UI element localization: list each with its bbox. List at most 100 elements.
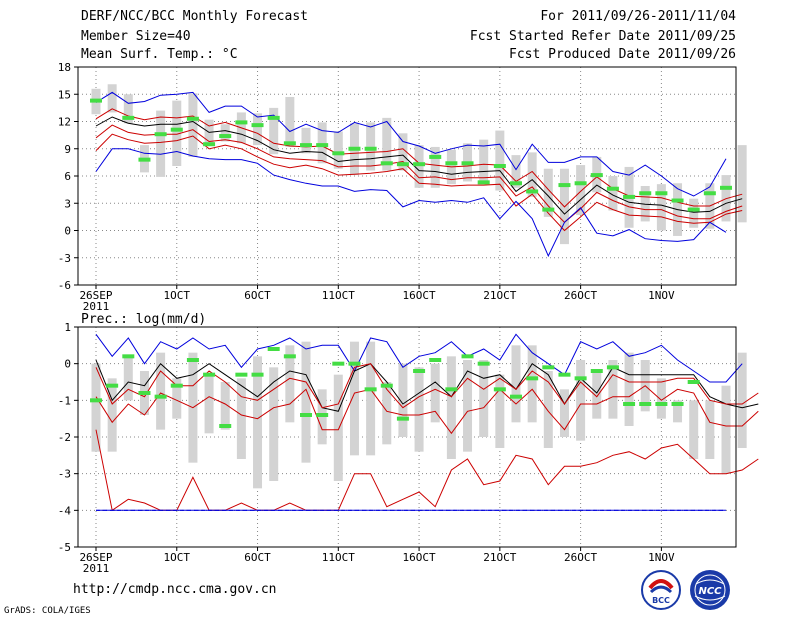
prec-line-lower-inner (95, 385, 759, 435)
prec-spread-box (576, 360, 586, 441)
prec-obs-marker (332, 361, 345, 366)
prec-obs-marker (510, 394, 522, 399)
temp-spread-box (398, 133, 408, 171)
footer-url[interactable]: http://cmdp.ncc.cma.gov.cn (73, 582, 277, 597)
temp-obs-marker (445, 161, 458, 166)
prec-spread-box (156, 352, 166, 430)
prec-spread-box (463, 360, 473, 452)
prec-spread-box (527, 345, 537, 423)
prec-obs-marker (122, 354, 135, 359)
temp-obs-marker (671, 198, 684, 203)
temp-spread-box (253, 113, 263, 146)
temp-xtick-label: 6OCT (244, 289, 271, 302)
temp-obs-marker (348, 146, 361, 151)
prec-obs-marker (558, 372, 571, 377)
prec-spread-box (446, 356, 456, 459)
prec-ytick-label: 0 (64, 358, 71, 371)
temp-spread-box (220, 124, 230, 142)
temp-ytick-label: 6 (64, 170, 71, 183)
prec-spread-box (236, 378, 246, 459)
prec-ytick-label: 1 (64, 321, 71, 334)
temp-obs-marker (235, 120, 248, 125)
ncc-logo-text: NCC (698, 586, 722, 597)
temp-spread-box (608, 176, 618, 211)
temp-obs-marker (396, 162, 409, 167)
temp-spread-box (495, 130, 505, 191)
temp-xtick-label: 11OCT (322, 289, 355, 302)
prec-spread-box (608, 360, 618, 419)
temp-obs-marker (558, 183, 571, 188)
prec-spread-box (656, 378, 666, 419)
prec-obs-marker (542, 365, 555, 370)
temp-obs-marker (380, 161, 393, 166)
prec-ytick-label: -3 (58, 468, 71, 481)
prec-spread-box (592, 371, 602, 419)
prec-obs-marker (364, 387, 377, 392)
prec-spread-box (204, 374, 214, 434)
prec-spread-box (511, 345, 521, 423)
prec-spread-box (721, 385, 731, 474)
temp-xtick-label: 1OCT (164, 289, 191, 302)
prec-obs-marker (170, 383, 183, 388)
temp-xtick-sublabel: 2011 (83, 300, 110, 313)
temp-spread-box (689, 198, 699, 228)
prec-ytick-label: -2 (58, 431, 71, 444)
temp-spread-box (333, 131, 343, 169)
logos: BCC NCC (641, 570, 730, 610)
temp-ytick-label: 15 (58, 88, 71, 101)
header-left-title: DERF/NCC/BCC Monthly Forecast (81, 9, 308, 24)
prec-obs-marker (106, 383, 119, 388)
prec-obs-marker (316, 413, 329, 417)
prec-spread-box (705, 400, 715, 459)
prec-obs-marker (655, 402, 668, 406)
temp-spread-box (737, 145, 747, 223)
temp-xtick-label: 26SEP (79, 289, 112, 302)
header-right-start-date: Fcst Started Refer Date 2011/09/25 (469, 29, 736, 44)
temp-obs-marker (283, 141, 296, 146)
prec-spread-box (479, 360, 489, 437)
prec-xtick-label: 1NOV (648, 551, 675, 564)
temp-obs-marker (623, 194, 636, 199)
prec-spread-box (301, 341, 311, 463)
temp-xtick-label: 26OCT (564, 289, 597, 302)
temp-xtick-label: 16OCT (403, 289, 436, 302)
temp-obs-marker (122, 115, 135, 120)
header-right-produced-date: Fcst Produced Date 2011/09/26 (509, 47, 736, 62)
temp-ytick-label: 3 (64, 197, 71, 210)
prec-obs-marker (283, 354, 296, 359)
prec-obs-marker (251, 372, 264, 377)
temp-xtick-label: 21OCT (483, 289, 516, 302)
temp-obs-marker (170, 127, 183, 132)
temp-obs-marker (687, 207, 700, 212)
temp-spread-box (123, 94, 133, 124)
temp-line-mean (95, 116, 743, 215)
prec-obs-marker (671, 402, 684, 406)
temp-obs-marker (364, 146, 377, 151)
temp-obs-marker (655, 191, 668, 196)
prec-spread-box (543, 371, 553, 448)
prec-obs-marker (429, 358, 442, 362)
temp-ytick-label: 12 (58, 116, 71, 129)
temp-obs-marker (606, 186, 619, 191)
temp-spread-box (382, 117, 392, 171)
prec-obs-marker (90, 398, 102, 403)
temp-ytick-label: -3 (58, 252, 71, 265)
temp-spread-box (414, 145, 424, 188)
prec-ytick-label: -1 (58, 394, 71, 407)
prec-xtick-label: 16OCT (403, 551, 436, 564)
prec-xtick-label: 1OCT (164, 551, 191, 564)
prec-line-upper-outer (95, 333, 743, 383)
prec-obs-marker (445, 387, 458, 392)
prec-obs-marker (413, 369, 426, 373)
prec-obs-marker (186, 358, 199, 362)
prec-obs-marker (639, 402, 652, 406)
prec-spread-box (398, 363, 408, 437)
temp-spread-box (188, 93, 198, 157)
prec-line-lowest-inner (95, 429, 759, 512)
prec-spread-box (624, 352, 634, 426)
header-right-period: For 2011/09/26-2011/11/04 (540, 9, 736, 24)
prec-spread-box (382, 382, 392, 445)
temp-spread-box (479, 139, 489, 183)
prec-spread-box (172, 378, 182, 419)
